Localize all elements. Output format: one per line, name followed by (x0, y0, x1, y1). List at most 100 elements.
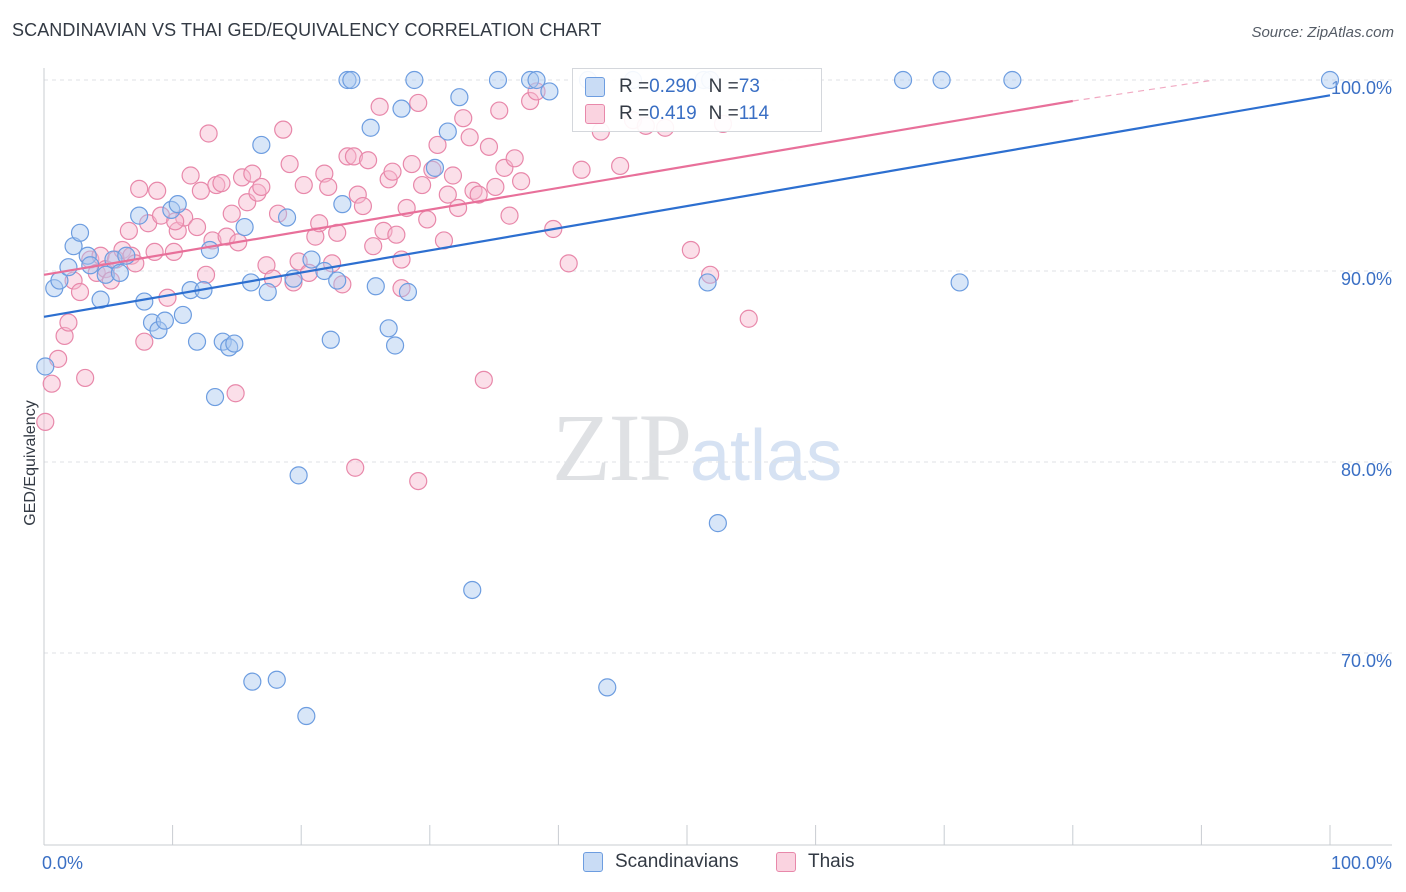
stats-legend: R = 0.290 N = 73 R = 0.419 N = 114 (572, 68, 822, 132)
scandinavians-point (173, 305, 192, 325)
thais-point (252, 177, 271, 197)
thais-point (490, 101, 509, 120)
scandinavians-point (488, 70, 508, 90)
scandinavians-point (328, 271, 347, 290)
y-tick-label: 70.0% (1341, 651, 1392, 671)
scandinavians-trend-line (43, 94, 1331, 318)
legend-item-scandinavians[interactable]: Scandinavians (583, 851, 739, 873)
thais-point (280, 154, 299, 174)
thais-point (76, 368, 95, 388)
scandinavians-point (521, 70, 540, 90)
thais-point (119, 221, 138, 240)
thais-point (486, 177, 505, 197)
scandinavians-point (333, 195, 352, 214)
scandinavians-point (36, 357, 55, 376)
scandinavians-point (425, 158, 445, 177)
r-value: 0.419 (649, 103, 697, 124)
scandinavians-point (1003, 70, 1022, 90)
stats-legend-row-scandinavians: R = 0.290 N = 73 (585, 74, 760, 100)
r-label: R = (619, 76, 650, 97)
y-tick-label: 100.0% (1331, 78, 1392, 98)
scandinavians-point (187, 332, 207, 351)
thais-point (196, 265, 216, 284)
thais-point (64, 271, 83, 290)
thais-point (418, 210, 437, 229)
n-value: 73 (738, 76, 760, 97)
chart-title: SCANDINAVIAN VS THAI GED/EQUIVALENCY COR… (12, 20, 602, 40)
n-label: N = (708, 76, 739, 97)
thais-point (423, 160, 442, 179)
thais-point (364, 237, 383, 256)
scandinavians-legend-swatch (583, 852, 603, 872)
thais-point (294, 175, 313, 195)
x-tick-label: 100.0% (1331, 853, 1392, 873)
scandinavians-point (130, 206, 149, 225)
thais-point (512, 172, 531, 191)
y-axis-title: GED/Equivalency (22, 400, 39, 525)
x-tick-label: 0.0% (42, 853, 83, 873)
chart-source: Source: ZipAtlas.com (1251, 24, 1394, 41)
thais-point (274, 120, 293, 139)
thais-point (739, 309, 758, 328)
scandinavians-point (893, 70, 913, 90)
scandinavians-point (149, 321, 168, 340)
scandinavians-point (70, 223, 90, 242)
zipatlas-watermark: ZIPatlas (552, 400, 842, 504)
legend-label-scandinavians: Scandinavians (615, 851, 739, 872)
thais-point (409, 93, 428, 113)
scandinavians-point (155, 311, 174, 330)
scandinavians-point (243, 672, 262, 691)
thais-point (358, 151, 378, 170)
scandinavians-point (708, 514, 727, 533)
thais-point (338, 147, 357, 166)
scandinavians-point (438, 122, 457, 141)
scandinavians-point (110, 263, 129, 283)
r-label: R = (619, 103, 650, 124)
thais-point (559, 254, 578, 273)
thais-point (344, 147, 364, 166)
scandinavians-point (950, 273, 969, 292)
scandinavians-swatch (585, 77, 605, 97)
thais-point (387, 225, 406, 244)
thais-point (130, 179, 149, 198)
thais-point (460, 128, 479, 147)
scandinavians-point (302, 250, 321, 269)
watermark-atlas: atlas (690, 416, 843, 496)
thais-point (454, 109, 473, 128)
watermark-zip: ZIP (552, 394, 692, 501)
scandinavians-point (168, 195, 187, 214)
thais-point (474, 370, 493, 389)
scandinavians-point (385, 336, 405, 355)
thais-point (443, 166, 463, 185)
thais-point (70, 282, 90, 302)
thais-point (500, 206, 519, 225)
scandinavians-point (392, 99, 411, 118)
scandinavians-point (252, 135, 271, 155)
thais-point (428, 135, 447, 155)
scandinavians-point (932, 70, 951, 90)
thais-point (135, 332, 154, 351)
thais-point (199, 124, 218, 143)
thais-point (479, 137, 499, 156)
scandinavians-point (698, 273, 717, 292)
thais-point (36, 412, 55, 431)
thais-point (217, 227, 236, 246)
n-label: N = (708, 103, 739, 124)
scandinavians-point (205, 387, 225, 407)
thais-swatch (585, 104, 605, 124)
thais-point (59, 313, 78, 332)
thais-point (181, 166, 200, 185)
y-tick-label: 90.0% (1341, 269, 1392, 289)
thais-legend-swatch (776, 852, 796, 872)
series-legend: Scandinavians Thais (0, 851, 1406, 877)
thais-point (42, 374, 61, 393)
thais-point (243, 164, 262, 183)
scandinavians-point (379, 319, 398, 338)
scandinavians-point (267, 670, 286, 689)
thais-point (191, 181, 210, 200)
scandinavians-point (598, 678, 617, 697)
thais-point (412, 175, 432, 195)
scandinavians-point (297, 706, 316, 726)
stats-legend-row-thais: R = 0.419 N = 114 (585, 101, 769, 127)
legend-item-thais[interactable]: Thais (776, 851, 854, 873)
